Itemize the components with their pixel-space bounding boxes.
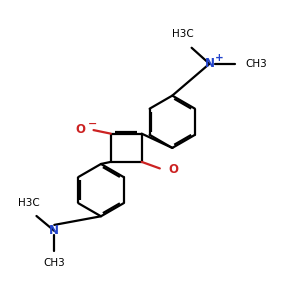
Text: +: + (214, 53, 223, 64)
Text: CH3: CH3 (245, 59, 267, 69)
Text: O: O (168, 163, 178, 176)
Text: O: O (75, 123, 85, 136)
Text: N: N (49, 224, 59, 237)
Text: −: − (87, 118, 97, 128)
Text: N: N (204, 57, 214, 70)
Text: H3C: H3C (18, 198, 39, 208)
Text: H3C: H3C (172, 29, 194, 39)
Text: CH3: CH3 (44, 258, 65, 268)
